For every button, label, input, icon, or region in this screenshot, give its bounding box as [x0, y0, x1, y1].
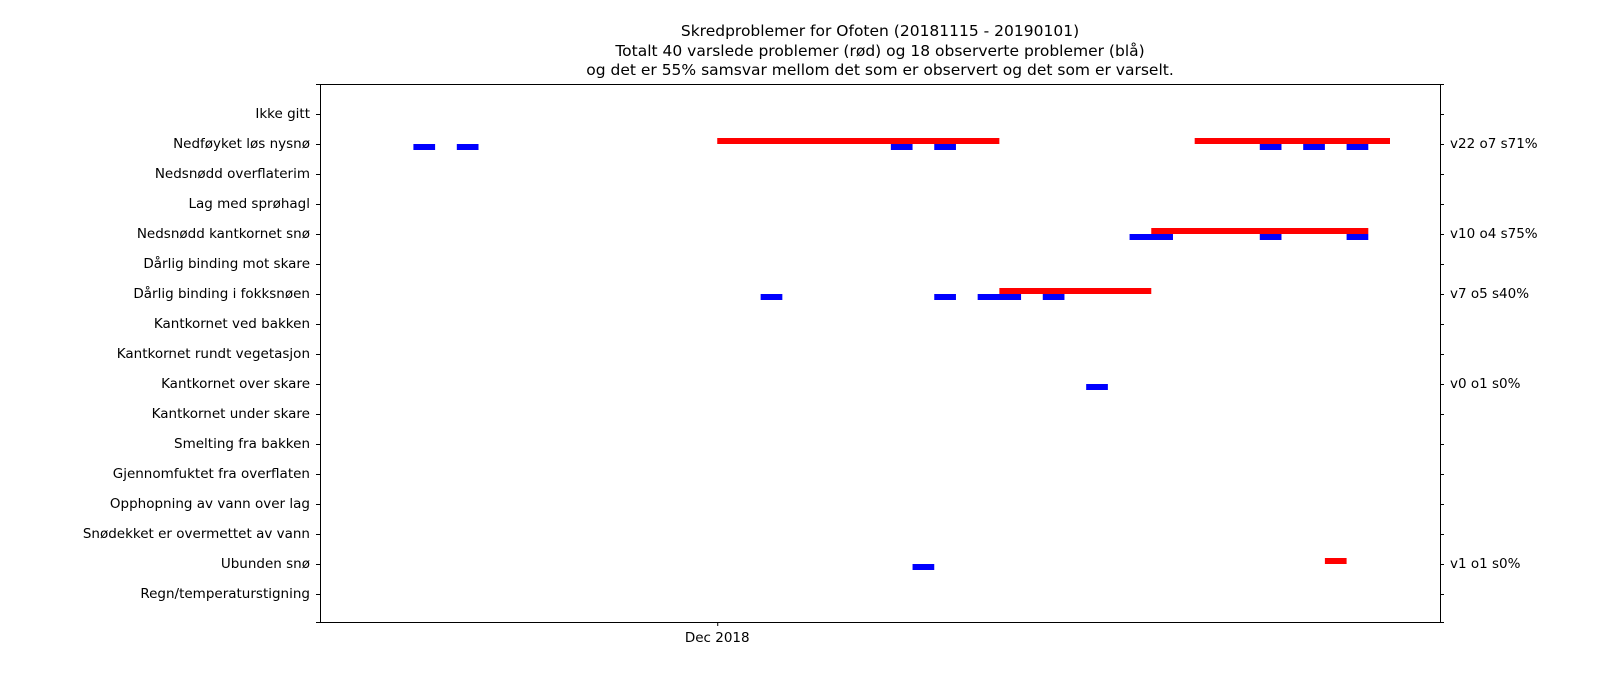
observed-bar — [1042, 294, 1065, 300]
right-summary-label: v10 o4 s75% — [1450, 226, 1538, 242]
y-tick-label: Nedføyket løs nysnø — [173, 136, 310, 152]
observed-bar — [760, 294, 783, 300]
observed-bar — [934, 294, 956, 300]
y-tick-label: Kantkornet rundt vegetasjon — [117, 346, 310, 362]
right-summary-label: v22 o7 s71% — [1450, 136, 1538, 152]
chart-title-line-1: Skredproblemer for Ofoten (20181115 - 20… — [680, 22, 1080, 40]
observed-bar — [1129, 234, 1173, 240]
forecast-bar — [717, 138, 1000, 144]
y-tick-label: Regn/temperaturstigning — [140, 586, 310, 602]
observed-bar — [890, 144, 913, 150]
chart-title-line-3: og det er 55% samsvar mellom det som er … — [586, 61, 1174, 79]
y-tick-label: Opphopning av vann over lag — [110, 496, 310, 512]
y-tick-label: Dårlig binding mot skare — [143, 255, 310, 272]
right-summary-label: v0 o1 s0% — [1450, 376, 1521, 392]
y-tick-label: Nedsnødd kantkornet snø — [137, 226, 310, 242]
y-tick-label: Dårlig binding i fokksnøen — [133, 285, 310, 302]
x-axis: Dec 2018 — [685, 622, 750, 646]
right-annotations: v22 o7 s71% v10 o4 s75% v7 o5 s40% v0 o1 s0… — [1450, 136, 1538, 572]
x-tick-label: Dec 2018 — [685, 630, 750, 646]
forecast-bar — [1194, 138, 1390, 144]
observed-bar — [413, 144, 436, 150]
observed-bar — [456, 144, 479, 150]
y-tick-label: Ikke gitt — [255, 106, 310, 122]
forecast-bar — [1324, 558, 1347, 564]
observed-bar — [977, 294, 1022, 300]
y-tick-label: Gjennomfuktet fra overflaten — [113, 466, 310, 482]
y-tick-label: Smelting fra bakken — [174, 436, 310, 452]
observed-bar — [1259, 234, 1282, 240]
y-tick-label: Kantkornet ved bakken — [154, 316, 310, 332]
y-tick-label: Snødekket er overmettet av vann — [83, 526, 310, 542]
observed-bar — [1346, 144, 1369, 150]
chart-title: Skredproblemer for Ofoten (20181115 - 20… — [320, 22, 1440, 81]
plot-frame — [320, 84, 1441, 623]
y-tick-label: Ubunden snø — [221, 556, 310, 572]
bars — [413, 138, 1390, 570]
observed-bar — [912, 564, 935, 570]
forecast-bar — [999, 288, 1152, 294]
chart-title-line-2: Totalt 40 varslede problemer (rød) og 18… — [615, 41, 1145, 60]
observed-bar — [1086, 384, 1108, 390]
observed-bar — [934, 144, 956, 150]
y-tick-label: Nedsnødd overflaterim — [155, 166, 310, 182]
observed-bar — [1346, 234, 1369, 240]
right-summary-label: v1 o1 s0% — [1450, 556, 1521, 572]
right-summary-label: v7 o5 s40% — [1450, 286, 1529, 302]
observed-bar — [1303, 144, 1325, 150]
y-tick-label: Kantkornet over skare — [161, 376, 310, 392]
y-axis-labels: Ikke gitt Nedføyket løs nysnø Nedsnødd ove… — [83, 106, 310, 602]
observed-bar — [1259, 144, 1282, 150]
y-tick-label: Lag med sprøhagl — [188, 196, 310, 212]
y-tick-label: Kantkornet under skare — [152, 406, 310, 422]
axis-ticks — [316, 84, 1444, 623]
forecast-bar — [1151, 228, 1369, 234]
